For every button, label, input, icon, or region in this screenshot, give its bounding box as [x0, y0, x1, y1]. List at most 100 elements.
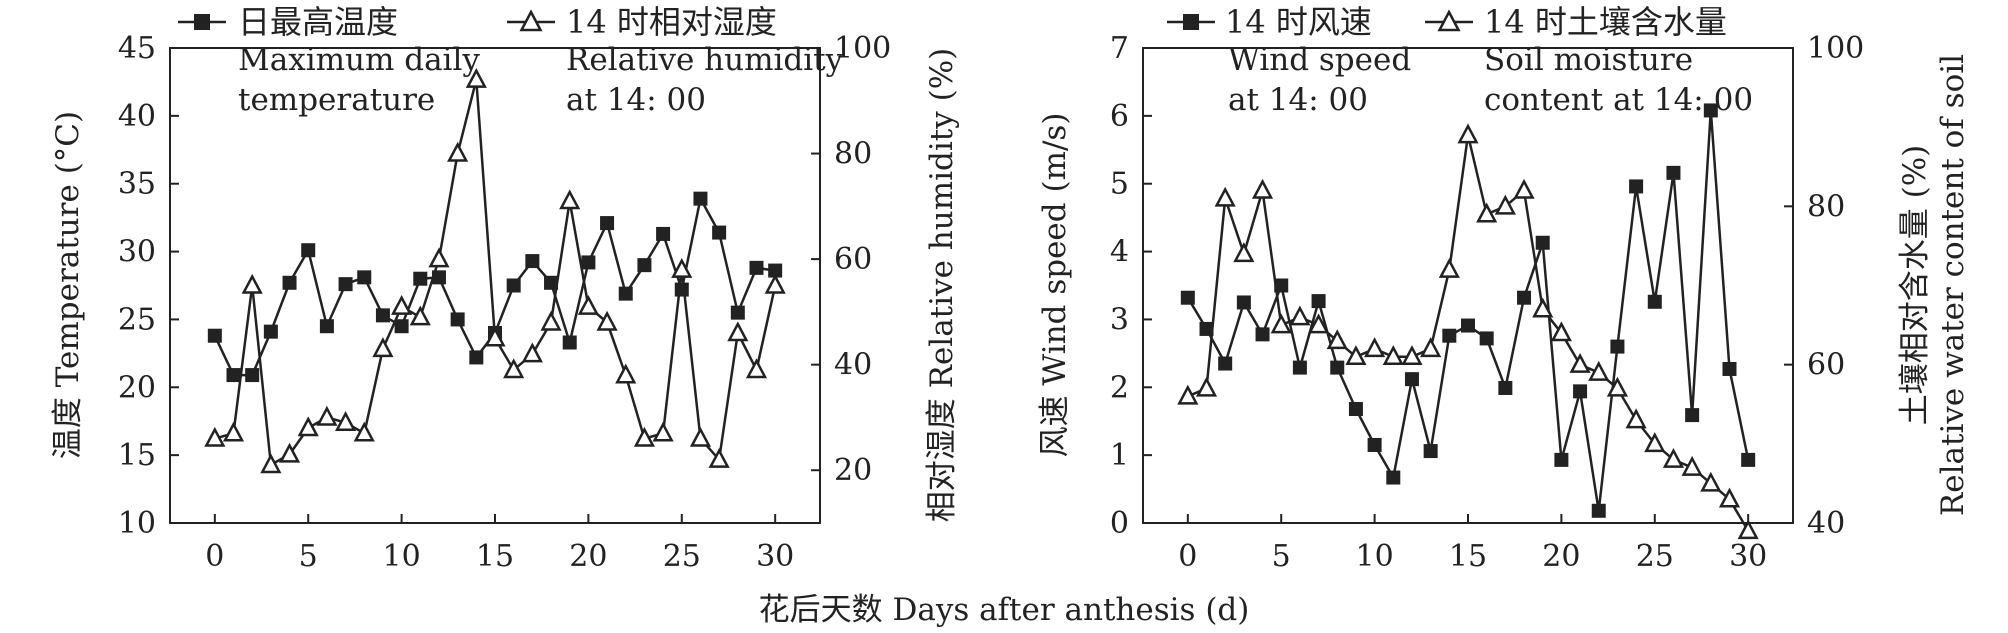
- data-point-triangle: [708, 448, 730, 468]
- data-point-square: [413, 271, 428, 286]
- left-y-tick-label: 0: [1110, 506, 1129, 541]
- data-point-square: [1330, 360, 1345, 375]
- data-point-triangle: [409, 305, 431, 326]
- right-plot-frame: [1142, 47, 1794, 524]
- right-y-axis-title: 相对湿度 Relative humidity (%): [924, 48, 960, 523]
- data-point-square: [525, 254, 540, 269]
- data-point-triangle: [1214, 186, 1236, 207]
- data-point-triangle: [559, 189, 581, 210]
- data-point-triangle: [1289, 305, 1311, 326]
- data-point-square: [207, 328, 222, 343]
- legend-triangle-marker: [519, 9, 543, 32]
- data-point-square: [544, 275, 559, 290]
- left-y-tick-label: 1: [1110, 438, 1129, 473]
- data-point-square: [301, 243, 316, 258]
- data-point-triangle: [1457, 123, 1479, 144]
- data-point-triangle: [297, 416, 319, 437]
- data-point-square: [357, 270, 372, 285]
- data-point-triangle: [1588, 360, 1610, 381]
- right-y-tick-label: 40: [834, 348, 872, 383]
- data-point-triangle: [428, 247, 450, 268]
- x-tick-label: 10: [1356, 539, 1394, 574]
- data-point-triangle: [1513, 178, 1535, 199]
- data-point-square: [1647, 294, 1662, 309]
- data-point-square: [319, 319, 334, 334]
- data-point-square: [1311, 294, 1326, 309]
- data-point-square: [263, 324, 278, 339]
- wind-axis-title: 风速 Wind speed (m/s): [1037, 113, 1073, 458]
- data-point-square: [1292, 360, 1307, 375]
- data-point-square: [712, 225, 727, 240]
- x-tick-label: 0: [205, 539, 224, 574]
- left-panel-series: [204, 68, 786, 474]
- data-point-square: [1610, 339, 1625, 354]
- series-line-triangle: [214, 79, 777, 467]
- right-y-tick-label: 20: [834, 453, 872, 488]
- annotation-wind-line1: Wind speed: [1228, 42, 1411, 78]
- data-point-triangle: [1476, 202, 1498, 223]
- data-point-triangle: [1532, 297, 1554, 318]
- right-panel-series: [1177, 103, 1759, 540]
- data-point-triangle: [334, 411, 357, 431]
- annotation-soil-line1: Soil moisture: [1484, 42, 1693, 78]
- data-point-triangle: [1737, 519, 1759, 540]
- data-point-square: [1386, 470, 1401, 485]
- left-legend: 日最高温度 14 时相对湿度: [178, 3, 777, 41]
- legend-square-marker: [194, 14, 210, 30]
- left-y-tick-label: 5: [1110, 167, 1129, 202]
- data-point-triangle: [1326, 329, 1348, 350]
- x-tick-label: 15: [476, 539, 514, 574]
- data-point-square: [562, 335, 577, 350]
- x-tick-label: 10: [383, 539, 421, 574]
- data-point-square: [1236, 295, 1251, 310]
- data-point-triangle: [764, 273, 786, 294]
- legend-label-max-temp: 日最高温度: [238, 3, 398, 41]
- data-point-square: [1180, 290, 1195, 305]
- legend-label-wind: 14 时风速: [1225, 3, 1372, 41]
- left-y-tick-label: 3: [1110, 302, 1129, 337]
- right-y-tick-label: 100: [1807, 31, 1864, 66]
- data-point-triangle: [1195, 376, 1218, 397]
- right-legend: 14 时风速 14 时土壤含水量: [1167, 3, 1727, 41]
- left-panel: 日最高温度 14 时相对湿度 Maximum daily temperature…: [50, 3, 960, 574]
- x-tick-label: 30: [1729, 539, 1767, 574]
- data-point-square: [1404, 372, 1419, 387]
- data-point-triangle: [1364, 337, 1386, 358]
- data-point-triangle: [540, 310, 562, 331]
- data-point-triangle: [652, 421, 674, 442]
- right-y-tick-label: 60: [834, 242, 872, 277]
- x-tick-label: 30: [756, 539, 794, 574]
- data-point-square: [1218, 356, 1233, 371]
- data-point-square: [1666, 165, 1681, 180]
- data-point-triangle: [1662, 448, 1685, 468]
- left-y-tick-label: 6: [1110, 99, 1129, 134]
- right-panel-ticks: 0 5 10 15 20 25 30 0 1 2 3 4 5 6 7 40 60 80 100: [1110, 31, 1864, 574]
- annotation-temp-line2: temperature: [238, 82, 435, 118]
- annotation-wind-line2: at 14: 00: [1228, 82, 1368, 118]
- data-point-square: [674, 282, 689, 297]
- data-point-triangle: [1644, 432, 1666, 453]
- data-point-triangle: [727, 321, 749, 342]
- data-point-triangle: [1625, 408, 1647, 429]
- data-point-triangle: [278, 442, 301, 463]
- data-point-triangle: [372, 337, 394, 358]
- data-point-triangle: [1401, 345, 1423, 365]
- data-point-triangle: [1307, 313, 1330, 334]
- right-panel: 14 时风速 14 时土壤含水量 Wind speed at 14: 00 So…: [1037, 3, 1971, 574]
- left-y-tick-label: 40: [118, 99, 156, 134]
- data-point-square: [730, 305, 745, 320]
- data-point-square: [1535, 235, 1550, 250]
- data-point-triangle: [1420, 337, 1442, 358]
- data-point-square: [749, 260, 764, 275]
- annotation-temp-line1: Maximum daily: [238, 42, 480, 78]
- data-point-square: [226, 368, 241, 383]
- data-point-square: [338, 277, 353, 292]
- data-point-square: [618, 286, 633, 301]
- left-y-tick-label: 4: [1110, 235, 1129, 270]
- x-tick-label: 0: [1178, 539, 1197, 574]
- data-point-triangle: [1270, 313, 1292, 334]
- data-point-triangle: [1177, 384, 1199, 405]
- x-tick-label: 5: [299, 539, 318, 574]
- data-point-triangle: [1718, 487, 1741, 508]
- data-point-triangle: [1251, 178, 1274, 199]
